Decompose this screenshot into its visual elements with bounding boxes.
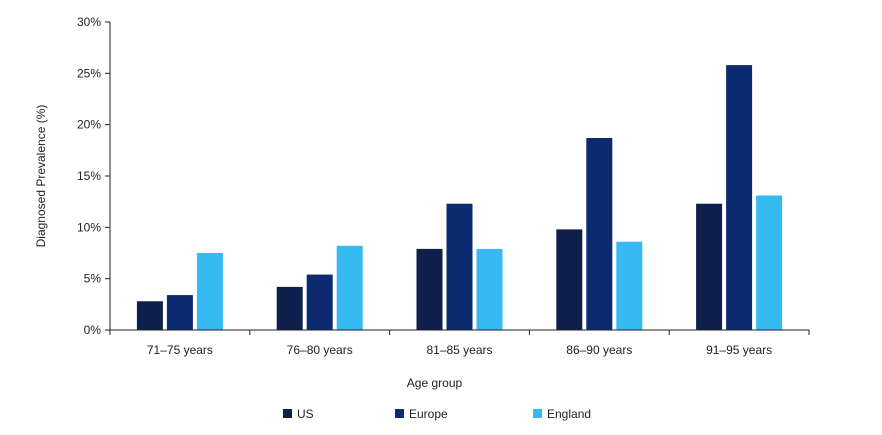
bar-europe-2 (306, 274, 333, 330)
y-tick-label: 5% (84, 272, 102, 286)
legend: US Europe England (283, 407, 591, 421)
legend-swatch-europe (395, 409, 404, 418)
bar-us-2 (276, 286, 303, 330)
y-tick-label: 0% (84, 323, 102, 337)
bar-england-5 (756, 195, 783, 330)
x-tick-label: 71–75 years (147, 343, 213, 357)
bar-europe-3 (446, 203, 473, 330)
y-tick-label: 20% (77, 118, 101, 132)
x-tick-label: 91–95 years (706, 343, 772, 357)
y-axis-ticks: 0% 5% 10% 15% 20% 25% 30% (77, 15, 110, 337)
legend-swatch-england (533, 409, 542, 418)
x-axis-title: Age group (407, 376, 463, 390)
y-tick-label: 25% (77, 66, 101, 80)
x-tick-label: 81–85 years (426, 343, 492, 357)
bar-us-1 (136, 301, 163, 330)
bar-us-5 (696, 203, 723, 330)
bar-england-3 (476, 248, 503, 330)
x-tick-label: 76–80 years (287, 343, 353, 357)
bar-us-4 (556, 229, 583, 330)
bar-us-3 (416, 248, 443, 330)
legend-label-europe: Europe (409, 407, 448, 421)
bar-england-4 (616, 241, 643, 330)
bar-europe-1 (166, 295, 193, 330)
legend-label-us: US (297, 407, 314, 421)
x-axis-ticks: 71–75 years 76–80 years 81–85 years 86–90 y… (109, 330, 810, 357)
y-tick-label: 10% (77, 220, 101, 234)
bar-europe-4 (586, 138, 613, 330)
bar-england-2 (336, 245, 363, 330)
y-tick-label: 30% (77, 15, 101, 29)
y-axis-title: Diagnosed Prevalence (%) (34, 105, 48, 248)
bars (136, 65, 783, 331)
legend-swatch-us (283, 409, 292, 418)
bar-europe-5 (726, 65, 753, 331)
y-tick-label: 15% (77, 169, 101, 183)
bar-england-1 (196, 253, 223, 330)
x-tick-label: 86–90 years (566, 343, 632, 357)
legend-label-england: England (547, 407, 591, 421)
